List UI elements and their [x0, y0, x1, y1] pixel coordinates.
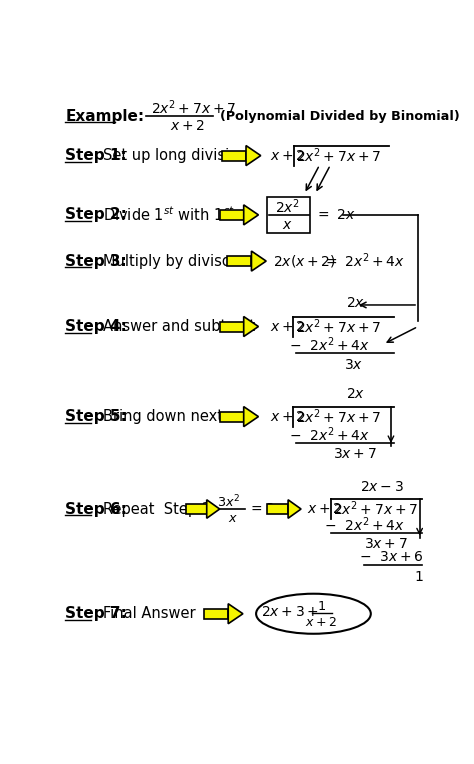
Text: Step 2:: Step 2:	[65, 207, 128, 222]
Polygon shape	[244, 205, 258, 225]
Text: $- \ \ 2x^2+4x$: $- \ \ 2x^2+4x$	[289, 425, 370, 444]
Text: Example:: Example:	[65, 108, 145, 124]
Text: $2x-3$: $2x-3$	[360, 481, 404, 494]
Polygon shape	[288, 500, 301, 518]
Polygon shape	[246, 146, 261, 166]
Text: $= \ 2x$: $= \ 2x$	[315, 208, 356, 222]
Text: $x+2$: $x+2$	[270, 148, 305, 163]
Polygon shape	[228, 604, 243, 623]
Text: $= \ 2x^2+4x$: $= \ 2x^2+4x$	[323, 252, 405, 270]
Text: $1$: $1$	[317, 600, 326, 613]
Polygon shape	[204, 609, 228, 619]
Text: Final Answer: Final Answer	[103, 607, 196, 621]
Text: $- \ \ 2x^2+4x$: $- \ \ 2x^2+4x$	[289, 335, 370, 354]
Text: $3x^2$: $3x^2$	[217, 494, 240, 510]
Text: $2x(x+2)$: $2x(x+2)$	[273, 253, 336, 269]
Polygon shape	[244, 316, 258, 336]
Polygon shape	[228, 256, 251, 266]
Text: $x+2$: $x+2$	[305, 616, 337, 629]
Text: $x+2$: $x+2$	[170, 119, 205, 134]
Text: Step 3:: Step 3:	[65, 254, 127, 269]
FancyBboxPatch shape	[267, 197, 310, 232]
Text: (Polynomial Divided by Binomial): (Polynomial Divided by Binomial)	[219, 110, 459, 123]
Text: Step 4:: Step 4:	[65, 319, 127, 334]
Text: $2x+3+$: $2x+3+$	[261, 605, 319, 619]
Text: $x+2$: $x+2$	[270, 319, 305, 334]
Text: Step 1:: Step 1:	[65, 148, 127, 163]
Text: $2x$: $2x$	[346, 296, 365, 309]
Text: $x$: $x$	[282, 218, 292, 232]
Text: Answer and subtract: Answer and subtract	[103, 319, 255, 334]
Text: Set up long division: Set up long division	[103, 148, 248, 163]
Text: Divide 1$^{st}$ with 1$^{st}$: Divide 1$^{st}$ with 1$^{st}$	[103, 206, 235, 224]
Polygon shape	[219, 210, 244, 220]
Text: Bring down next: Bring down next	[103, 409, 223, 424]
Text: $x$: $x$	[228, 512, 238, 525]
Text: Repeat  Step 2: Repeat Step 2	[103, 501, 211, 516]
Polygon shape	[222, 151, 246, 160]
Text: $= 3$: $= 3$	[248, 502, 275, 516]
Text: $2x^2+7x+7$: $2x^2+7x+7$	[151, 99, 236, 117]
Text: $2x$: $2x$	[346, 387, 365, 401]
Ellipse shape	[256, 594, 371, 634]
Text: Multiply by divisor: Multiply by divisor	[103, 254, 237, 269]
Text: $2x^2$: $2x^2$	[274, 198, 300, 216]
Polygon shape	[251, 251, 266, 271]
Polygon shape	[219, 322, 244, 332]
Polygon shape	[267, 504, 288, 513]
Text: $2x^2+7x+7$: $2x^2+7x+7$	[333, 500, 418, 518]
Text: $2x^2+7x+7$: $2x^2+7x+7$	[296, 317, 381, 336]
Polygon shape	[207, 500, 219, 518]
Text: $3x$: $3x$	[345, 358, 364, 372]
Text: $x+2$: $x+2$	[270, 410, 305, 423]
Text: Step 6:: Step 6:	[65, 501, 128, 516]
Polygon shape	[186, 504, 207, 513]
Text: $2x^2+7x+7$: $2x^2+7x+7$	[296, 407, 381, 426]
Text: Step 5:: Step 5:	[65, 409, 127, 424]
Text: $- \ \ 2x^2+4x$: $- \ \ 2x^2+4x$	[324, 515, 405, 534]
Text: $1$: $1$	[414, 570, 424, 584]
Polygon shape	[244, 406, 258, 426]
Text: $2x^2+7x+7$: $2x^2+7x+7$	[296, 146, 382, 165]
Polygon shape	[219, 412, 244, 422]
Text: $- \ \ 3x+6$: $- \ \ 3x+6$	[359, 550, 424, 564]
Text: Step 7:: Step 7:	[65, 607, 127, 621]
Text: $3x+7$: $3x+7$	[364, 536, 408, 551]
Text: $x+2$: $x+2$	[307, 502, 342, 516]
Text: $3x+7$: $3x+7$	[333, 448, 376, 461]
